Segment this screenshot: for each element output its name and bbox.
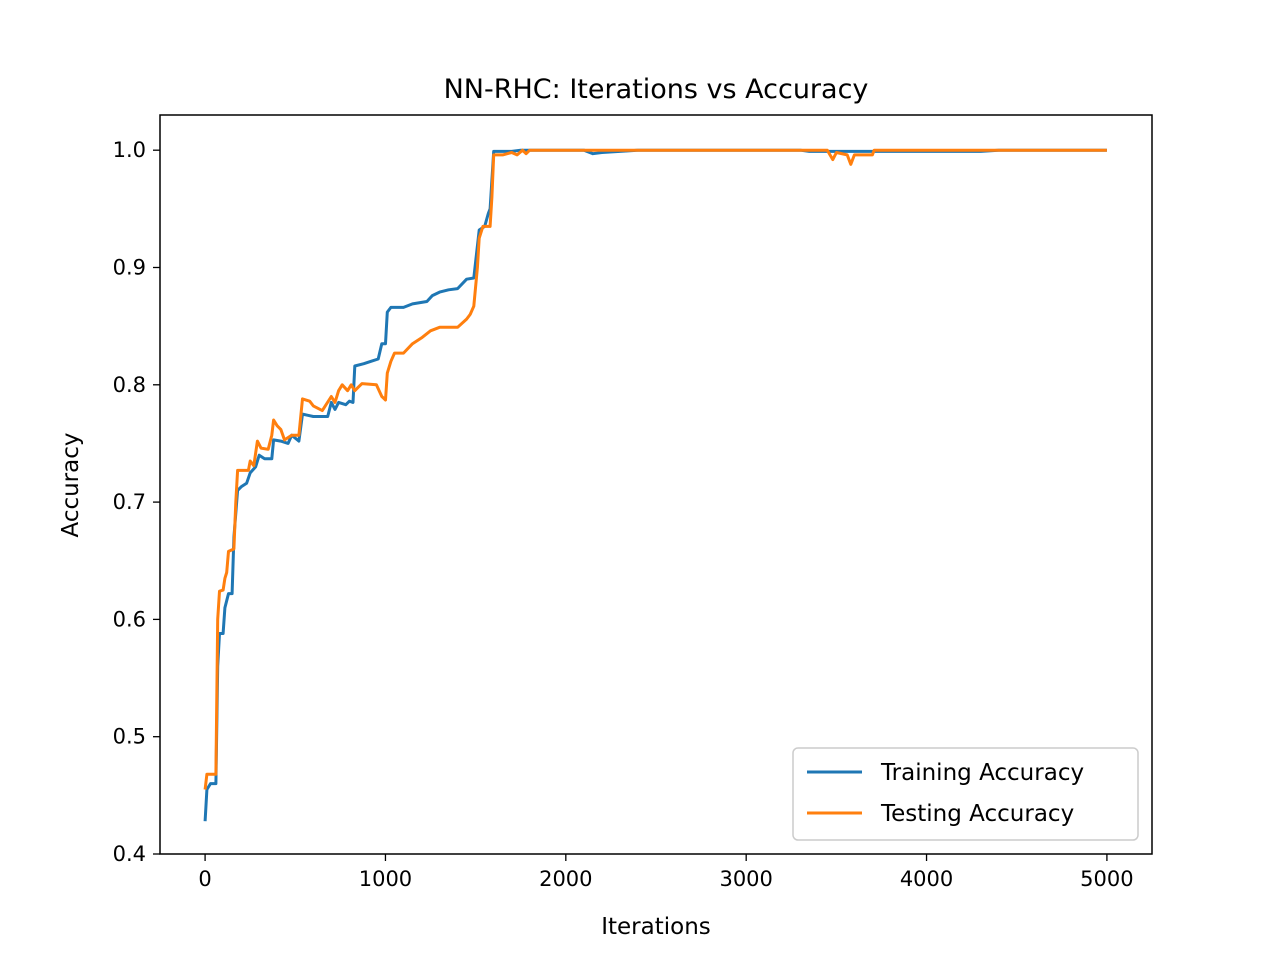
- x-tick-label: 3000: [719, 867, 772, 891]
- testing-accuracy-line: [203, 148, 1107, 790]
- legend-label-training: Training Accuracy: [880, 760, 1084, 786]
- legend-box: [792, 747, 1139, 841]
- x-tick-label: 2000: [539, 867, 592, 891]
- y-tick-label: 0.6: [113, 607, 146, 631]
- training-accuracy-line: [203, 148, 1107, 822]
- plot-frame: [159, 114, 1153, 855]
- x-tick-label: 1000: [359, 867, 412, 891]
- y-axis-ticks: 0.4 0.5 0.6 0.7 0.8 0.9 1.0: [113, 138, 160, 866]
- x-tick-label: 5000: [1080, 867, 1133, 891]
- y-tick-label: 0.7: [113, 490, 146, 514]
- y-tick-label: 0.8: [113, 373, 146, 397]
- legend: Training Accuracy Testing Accuracy: [792, 747, 1139, 841]
- legend-label-testing: Testing Accuracy: [880, 801, 1074, 827]
- y-tick-label: 0.4: [113, 842, 146, 866]
- y-tick-label: 0.5: [113, 725, 146, 749]
- y-tick-label: 1.0: [113, 138, 146, 162]
- y-axis-label: Accuracy: [58, 432, 84, 537]
- plot-area: [160, 115, 1152, 854]
- y-tick-label: 0.9: [113, 255, 146, 279]
- x-tick-label: 0: [198, 867, 211, 891]
- x-axis-label: Iterations: [601, 914, 711, 940]
- x-axis-ticks: 0 1000 2000 3000 4000 5000: [198, 854, 1134, 891]
- x-tick-label: 4000: [900, 867, 953, 891]
- series-layer: [203, 148, 1107, 822]
- chart-title: NN-RHC: Iterations vs Accuracy: [444, 74, 869, 105]
